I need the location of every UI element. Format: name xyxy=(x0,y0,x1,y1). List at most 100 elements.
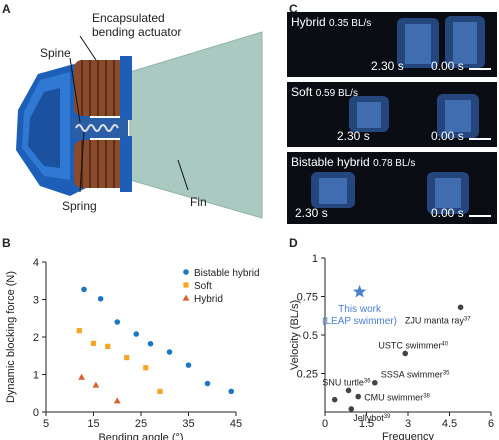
actuator-label-line2: bending actuator xyxy=(92,25,181,39)
panel-d-letter: D xyxy=(289,236,298,250)
point-label-name: USTC swimmer xyxy=(378,340,441,350)
x-tick-label: 5 xyxy=(43,418,49,430)
point-label-name: SNU turtle xyxy=(322,377,364,387)
data-point xyxy=(457,304,464,311)
point-label-ref: 39 xyxy=(384,414,391,420)
panel-a-letter: A xyxy=(2,2,11,16)
frame-hybrid-mode: Hybrid 0.35 BL/s xyxy=(291,15,371,29)
data-point-bistable-hybrid xyxy=(97,295,104,302)
data-point-bistable-hybrid xyxy=(147,340,154,347)
frame-soft-time-right: 0.00 s xyxy=(431,129,464,143)
data-point-soft xyxy=(105,343,111,349)
y-tick-label: 3 xyxy=(33,295,39,307)
spine-label: Spine xyxy=(40,46,71,60)
mode-text: Soft xyxy=(291,85,313,99)
frame-bistable-mode: Bistable hybrid 0.78 BL/s xyxy=(291,155,415,169)
scale-bar xyxy=(469,215,491,217)
mode-text: Hybrid xyxy=(291,15,326,29)
mode-text: Bistable hybrid xyxy=(291,155,370,169)
frame-soft: Soft 0.59 BL/s 2.30 s 0.00 s xyxy=(287,82,497,147)
data-point-bistable-hybrid xyxy=(81,286,87,293)
x-tick-label: 6 xyxy=(488,418,494,430)
panel-a-illustration: Encapsulated bending actuator Spine Spri… xyxy=(16,11,263,219)
y-tick-label: 0.75 xyxy=(297,292,318,304)
frame-bistable-time-left: 2.30 s xyxy=(295,206,328,220)
chart-b: 5 15 25 35 45 0 1 2 3 4 Bending angle (°) Dynamic b… xyxy=(5,257,260,440)
point-label-ref: 40 xyxy=(441,341,448,347)
x-tick-label: 3 xyxy=(405,418,411,430)
y-tick-label: 2 xyxy=(33,332,39,344)
x-tick-label: 25 xyxy=(135,418,147,430)
head-facet xyxy=(28,88,60,168)
data-point xyxy=(331,396,338,403)
legend-marker xyxy=(183,269,189,275)
y-axis-label: Dynamic blocking force (N) xyxy=(5,271,17,403)
spring-coil xyxy=(75,124,119,132)
spring-label: Spring xyxy=(62,199,97,213)
data-point-soft xyxy=(90,340,97,346)
highlight-label-line1: This work xyxy=(338,304,382,315)
frame-hybrid: Hybrid 0.35 BL/s 2.30 s 0.00 s xyxy=(287,12,497,77)
data-point-soft xyxy=(76,328,82,334)
frame-bistable-time-right: 0.00 s xyxy=(431,206,464,220)
x-tick-label: 1.5 xyxy=(359,418,374,430)
speed-text: 0.35 BL/s xyxy=(329,18,372,29)
x-tick-label: 15 xyxy=(87,418,99,430)
data-point-bistable-hybrid xyxy=(204,380,211,387)
highlight-star xyxy=(352,284,367,298)
frame-bistable: Bistable hybrid 0.78 BL/s 2.30 s 0.00 s xyxy=(287,152,497,224)
end-cap-upper xyxy=(120,56,132,120)
legend-label: Soft xyxy=(194,281,212,292)
point-label-name: SSSA swimmer xyxy=(381,370,443,380)
data-point xyxy=(402,350,409,357)
y-tick-label: 0.25 xyxy=(297,369,318,381)
frame-hybrid-time-left: 2.30 s xyxy=(371,59,404,73)
point-label: Jellybot39 xyxy=(353,413,391,423)
point-label-ref: 35 xyxy=(443,371,450,377)
y-tick-label: 1 xyxy=(312,253,318,265)
data-point-bistable-hybrid xyxy=(114,319,121,325)
legend-marker xyxy=(182,294,190,301)
data-point-hybrid xyxy=(113,397,121,404)
end-cap-lower xyxy=(120,136,132,192)
frame-bistable-scene xyxy=(311,172,469,214)
speed-text: 0.78 BL/s xyxy=(373,158,416,169)
legend-label: Bistable hybrid xyxy=(194,268,260,279)
speed-text: 0.59 BL/s xyxy=(315,88,358,99)
frame-hybrid-scene xyxy=(397,16,485,68)
y-axis-label: Velocity (BL/s) xyxy=(289,300,301,370)
fin-label: Fin xyxy=(190,195,207,209)
point-label: USTC swimmer40 xyxy=(378,340,448,350)
data-point-soft xyxy=(143,365,149,371)
x-tick-label: 0 xyxy=(322,418,328,430)
point-label-name: CMU swimmer xyxy=(364,393,423,403)
data-point-bistable-hybrid xyxy=(185,362,192,368)
data-point xyxy=(372,379,378,386)
y-tick-label: 0.5 xyxy=(303,330,318,342)
point-label: CMU swimmer38 xyxy=(364,393,430,403)
data-point-soft xyxy=(124,355,130,361)
data-point-hybrid xyxy=(78,373,86,380)
legend-label: Hybrid xyxy=(194,294,223,305)
frame-soft-time-left: 2.30 s xyxy=(337,129,370,143)
frame-soft-mode: Soft 0.59 BL/s xyxy=(291,85,358,99)
frame-hybrid-time-right: 0.00 s xyxy=(431,59,464,73)
y-tick-label: 4 xyxy=(33,257,39,269)
data-point-bistable-hybrid xyxy=(133,331,140,337)
data-point-hybrid xyxy=(92,381,100,388)
data-point xyxy=(348,406,355,412)
data-point xyxy=(345,387,352,394)
highlight-label-line2: (LEAP swimmer) xyxy=(322,316,397,327)
frame-soft-scene xyxy=(349,94,479,138)
chart-d: 0 1.5 3 4.5 6 0.25 0.5 0.75 1 Frequency Velocity (… xyxy=(289,253,494,440)
point-label-ref: 38 xyxy=(423,394,430,400)
data-point-soft xyxy=(157,388,163,394)
data-point xyxy=(355,393,361,400)
callout-lines xyxy=(69,35,189,193)
point-label-ref: 36 xyxy=(364,378,371,384)
scale-bar xyxy=(469,68,491,70)
data-point-bistable-hybrid xyxy=(228,388,235,395)
y-tick-label: 0 xyxy=(33,407,39,419)
point-label: SSSA swimmer35 xyxy=(381,370,450,380)
x-tick-label: 45 xyxy=(230,418,242,430)
